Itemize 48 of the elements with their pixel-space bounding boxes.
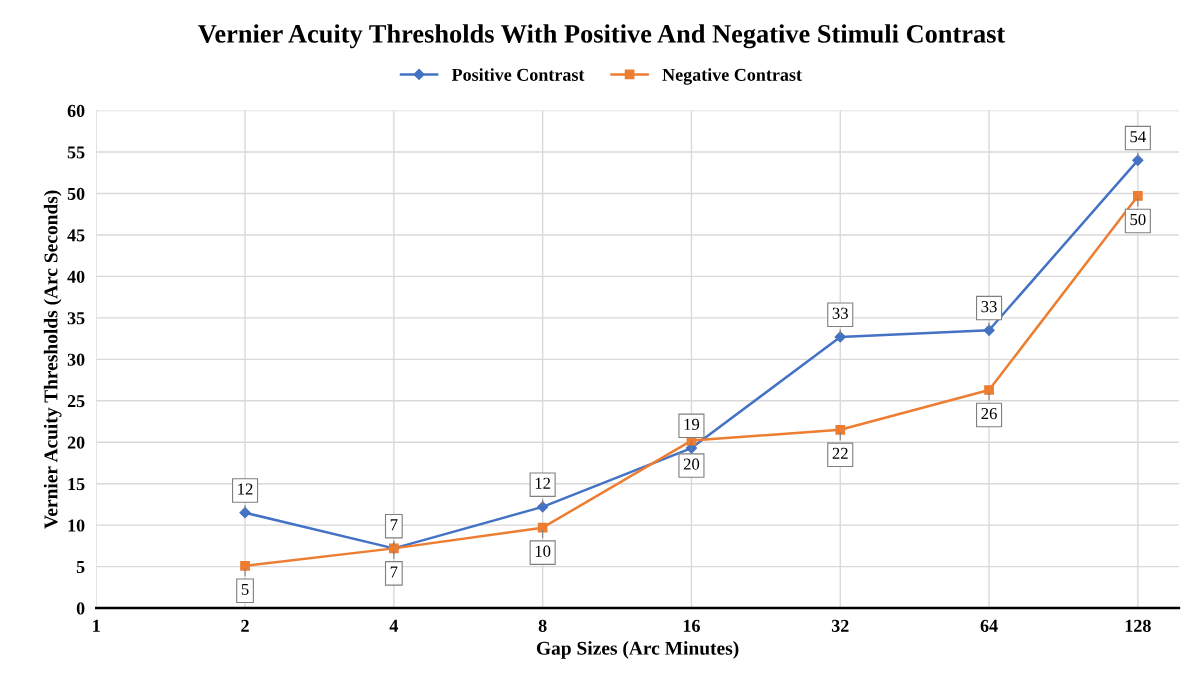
y-tick-label: 40 bbox=[67, 270, 85, 283]
data-label: 22 bbox=[832, 447, 848, 459]
point bbox=[239, 507, 251, 519]
y-tick-label: 45 bbox=[67, 229, 85, 242]
y-tick-label: 5 bbox=[76, 561, 85, 574]
data-label: 54 bbox=[1130, 131, 1146, 143]
data-label: 12 bbox=[238, 483, 253, 495]
y-tick-label: 0 bbox=[76, 602, 85, 615]
x-tick-label: 2 bbox=[241, 619, 249, 632]
point bbox=[537, 522, 548, 533]
data-label: 33 bbox=[981, 301, 997, 313]
x-tick-label: 16 bbox=[683, 619, 700, 632]
data-label: 33 bbox=[832, 307, 848, 319]
y-axis-title: Vernier Acuity Thresholds (Arc Seconds) bbox=[43, 190, 62, 529]
data-label: 50 bbox=[1130, 213, 1146, 226]
point bbox=[835, 424, 846, 435]
point bbox=[1132, 191, 1143, 201]
data-label: 19 bbox=[684, 418, 700, 430]
y-tick-label: 35 bbox=[67, 312, 85, 325]
x-tick-label: 4 bbox=[389, 619, 399, 632]
y-tick-label: 20 bbox=[67, 436, 85, 449]
y-tick-label: 60 bbox=[67, 104, 85, 117]
point bbox=[240, 560, 250, 571]
x-tick-label: 1 bbox=[93, 619, 100, 632]
point bbox=[984, 385, 994, 395]
legend-label: Negative Contrast bbox=[662, 68, 802, 85]
data-label: 26 bbox=[981, 407, 997, 420]
legend-label: Positive Contrast bbox=[451, 68, 585, 81]
data-label: 20 bbox=[683, 458, 700, 470]
x-tick-label: 128 bbox=[1125, 619, 1151, 632]
y-tick-label: 15 bbox=[68, 478, 85, 491]
data-label: 7 bbox=[390, 519, 398, 531]
y-tick-label: 25 bbox=[67, 395, 85, 408]
y-tick-label: 50 bbox=[67, 187, 85, 200]
y-tick-label: 10 bbox=[68, 519, 85, 532]
point bbox=[537, 501, 549, 513]
chart-title: Vernier Acuity Thresholds With Positive And Negative Stimuli Contrast bbox=[198, 24, 1006, 49]
data-label: 7 bbox=[390, 566, 398, 578]
y-tick-label: 55 bbox=[67, 146, 85, 159]
x-tick-label: 64 bbox=[980, 619, 998, 632]
data-label: 12 bbox=[535, 477, 551, 489]
data-label: 10 bbox=[535, 545, 551, 557]
x-axis-title: Gap Sizes (Arc Minutes) bbox=[536, 641, 739, 659]
x-tick-label: 8 bbox=[538, 619, 547, 632]
x-tick-label: 32 bbox=[831, 619, 849, 632]
data-label: 5 bbox=[241, 583, 249, 595]
y-tick-label: 30 bbox=[67, 353, 85, 366]
point bbox=[834, 331, 846, 343]
